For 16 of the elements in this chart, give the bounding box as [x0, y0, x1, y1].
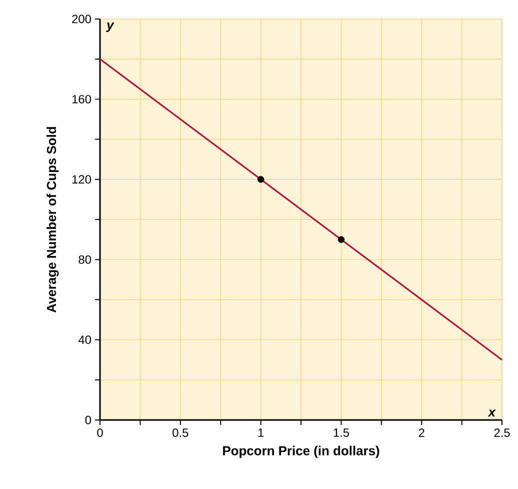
- annotation: x: [488, 410, 496, 416]
- x-tick-label: 2.5: [494, 428, 510, 437]
- y-tick-label: 160: [72, 94, 92, 104]
- x-tick-label: 0: [97, 428, 103, 437]
- x-tick-label: 1: [258, 428, 264, 437]
- annotation: y: [106, 22, 114, 32]
- y-tick-label: 80: [78, 255, 92, 264]
- y-tick-label: 40: [78, 336, 92, 344]
- x-tick-label: 2: [418, 428, 424, 437]
- y-axis-title: Average Number of Cups Sold: [46, 127, 59, 312]
- x-tick-label: 1.5: [334, 428, 350, 437]
- x-tick-label: 0.5: [172, 428, 188, 437]
- y-tick-label: 0: [85, 416, 92, 424]
- y-tick-label: 120: [72, 175, 92, 184]
- x-axis-title: Popcorn Price (in dollars): [223, 446, 380, 458]
- y-tick-label: 200: [72, 14, 92, 24]
